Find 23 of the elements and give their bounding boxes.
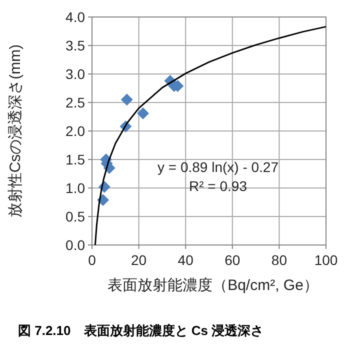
x-axis-title: 表面放射能濃度（Bq/cm², Ge） xyxy=(108,277,318,294)
annotation: R² = 0.93 xyxy=(189,178,248,194)
x-tick-label: 100 xyxy=(314,252,338,268)
y-tick-label: 2.5 xyxy=(66,94,86,110)
y-tick-label: 3.0 xyxy=(66,66,86,82)
line-series xyxy=(94,26,327,246)
point xyxy=(137,107,150,120)
x-tick-label: 0 xyxy=(88,252,96,268)
y-axis-title: 放射性Csの浸透深さ(mm) xyxy=(7,44,24,218)
x-tick-label: 80 xyxy=(271,252,288,268)
text: 図 7.2.10 表面放射能濃度と Cs 浸透深さ xyxy=(18,323,264,338)
point xyxy=(120,94,133,106)
y-tick-label: 1.0 xyxy=(66,180,86,196)
y-tick-label: 0.0 xyxy=(66,237,86,253)
y-tick-label: 3.5 xyxy=(66,38,86,54)
y-tick-label: 0.5 xyxy=(66,208,86,224)
y-tick-label: 1.5 xyxy=(66,152,86,168)
x-tick-label: 60 xyxy=(224,252,240,268)
y-tick-label: 4.0 xyxy=(66,9,86,25)
y-tick-label: 2.0 xyxy=(66,123,86,139)
x-tick-label: 40 xyxy=(178,252,194,268)
x-tick-label: 20 xyxy=(131,252,147,268)
annotation: y = 0.89 ln(x) - 0.27 xyxy=(157,159,279,175)
